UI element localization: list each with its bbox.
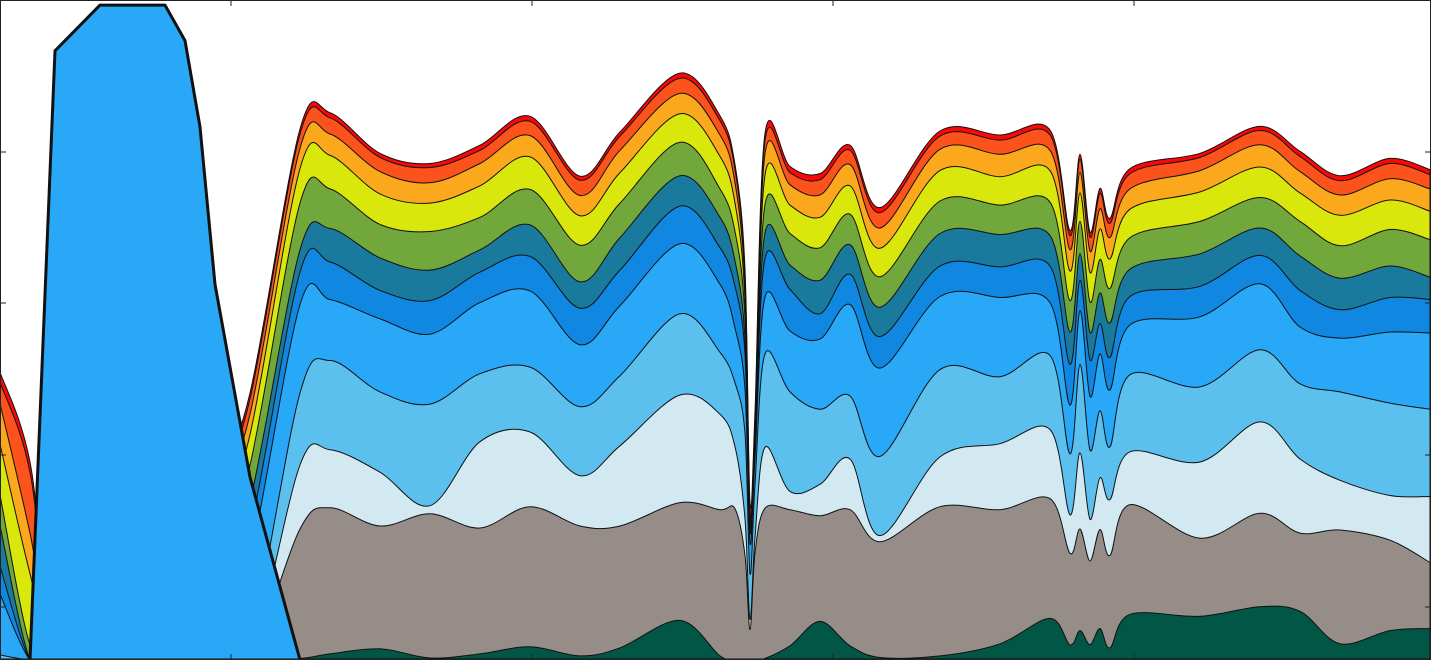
area-layer-2 — [0, 496, 1431, 660]
overlay-area — [0, 3, 1431, 660]
overlay-peak-area — [0, 3, 1431, 660]
area-layers — [0, 72, 1431, 660]
